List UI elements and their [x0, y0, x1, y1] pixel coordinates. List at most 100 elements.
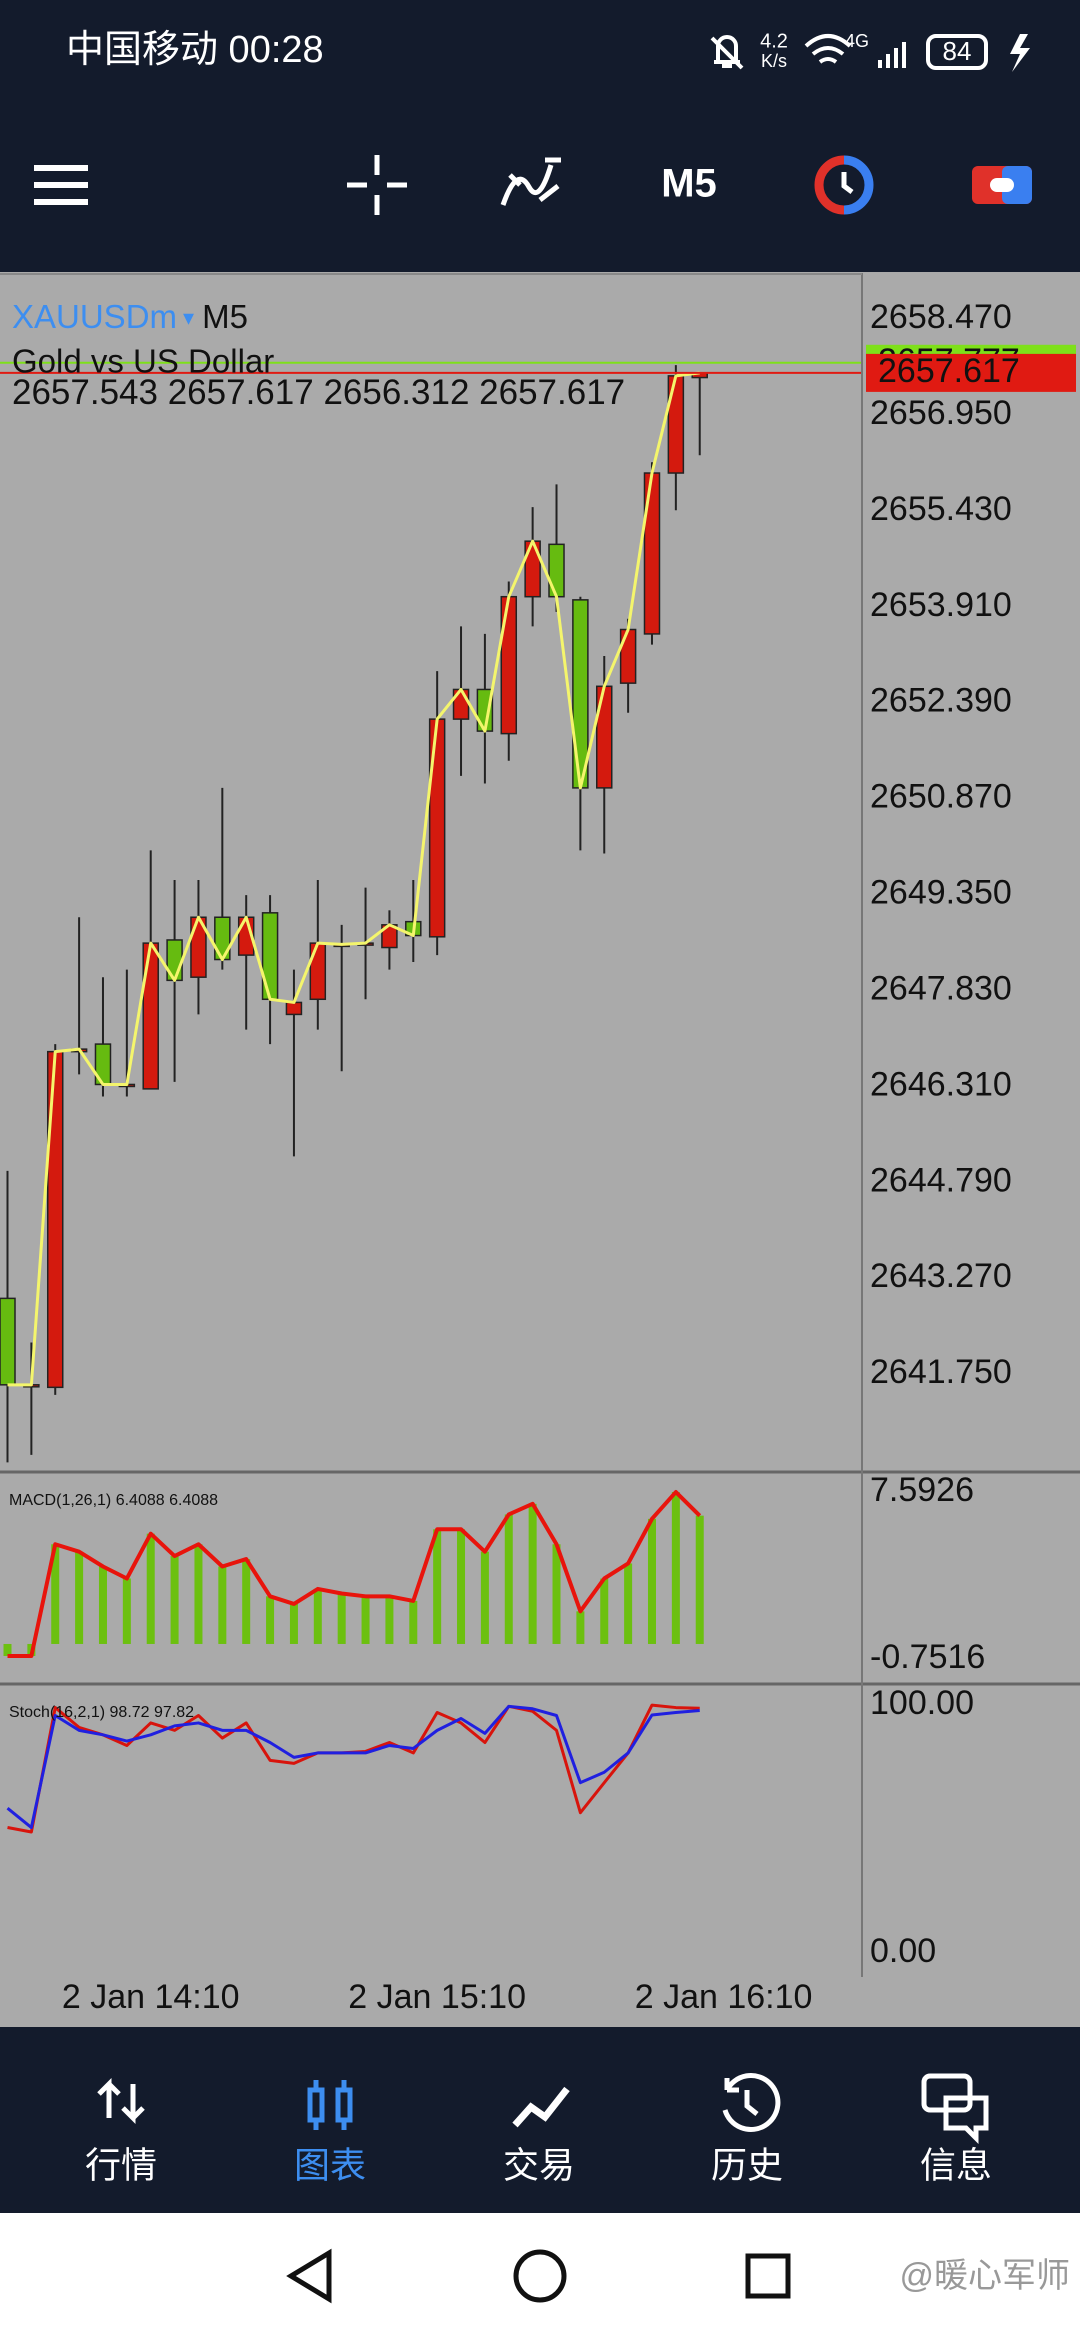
- candle-body: [46, 1050, 64, 1389]
- indicator-value: 98.72: [110, 1704, 150, 1721]
- macd-bar: [98, 1566, 107, 1644]
- menu-button[interactable]: [34, 165, 88, 205]
- carrier-time: 中国移动 00:28: [66, 29, 324, 71]
- candle-body: [285, 1001, 303, 1016]
- candle-body: [524, 540, 541, 598]
- macd-bar: [528, 1503, 537, 1644]
- macd-bar: [75, 1551, 84, 1644]
- nav-label[interactable]: 行情: [85, 2145, 157, 2186]
- battery-icon: [926, 34, 988, 70]
- chart-header: XAUUSDm ▾ M5: [12, 298, 248, 335]
- trade-button[interactable]: [972, 166, 1032, 204]
- nav-label[interactable]: 交易: [503, 2145, 575, 2186]
- symbol-description: Gold vs US Dollar: [12, 343, 274, 380]
- close-line: [7, 371, 700, 1387]
- candle-body: [309, 942, 327, 1001]
- macd-bar: [337, 1593, 346, 1644]
- stoch-line: [6, 1704, 700, 1830]
- toolbar: M5: [34, 155, 1032, 215]
- price-labels: 2658.470 2656.950 2655.430 2653.910 2652.390…: [9, 298, 1076, 2016]
- candle-body: [548, 543, 565, 598]
- macd-bar: [122, 1578, 131, 1644]
- y-tick-label: 2646.310: [870, 1065, 1012, 1103]
- header-timeframe: M5: [202, 298, 248, 335]
- indicator-value: 97.82: [154, 1704, 194, 1721]
- symbol-dropdown[interactable]: ▾: [183, 305, 194, 330]
- candle-body: [0, 1297, 16, 1386]
- candle-body: [596, 685, 613, 789]
- macd-bar: [504, 1514, 513, 1644]
- candle-body: [619, 628, 637, 684]
- speed-unit: K/s: [761, 51, 787, 71]
- macd-bar: [3, 1643, 12, 1656]
- indicator-value: 6.4088: [116, 1492, 165, 1509]
- y-tick-label: 2652.390: [870, 682, 1012, 720]
- charge-icon: [1010, 34, 1030, 72]
- bell-off-icon: [710, 35, 744, 70]
- recents-button[interactable]: [745, 2253, 791, 2299]
- macd-bar: [194, 1544, 203, 1644]
- macd-bar: [51, 1544, 60, 1644]
- ohlc-readout: 2657.543 2657.617 2656.312 2657.617: [12, 373, 625, 412]
- macd-bar: [480, 1551, 489, 1644]
- y-tick-label: 2643.270: [870, 1257, 1012, 1295]
- candle-body: [142, 942, 159, 1090]
- macd-bar: [289, 1603, 298, 1644]
- bid-label-box: [866, 353, 1076, 392]
- system-nav: [0, 2213, 1080, 2340]
- battery-level: 84: [943, 36, 972, 66]
- back-button[interactable]: [286, 2248, 332, 2304]
- indicator-name: Stoch(16,2,1): [9, 1704, 105, 1721]
- messages-icon[interactable]: [921, 2073, 989, 2145]
- last-low: 2656.312: [323, 373, 469, 412]
- candle-body: [500, 595, 518, 735]
- y-tick-label: 2655.430: [870, 490, 1012, 528]
- macd-bar: [361, 1596, 370, 1644]
- nav-icons: [97, 2073, 989, 2145]
- macd-bar: [409, 1600, 418, 1644]
- candle-body: [667, 375, 685, 474]
- y-tick-label: 2653.910: [870, 586, 1012, 624]
- indicator-name: MACD(1,26,1): [9, 1492, 111, 1509]
- y-tick-label: 2656.950: [870, 394, 1012, 432]
- bid-label: 2657.617: [878, 352, 1020, 390]
- y-tick-label: 2649.350: [870, 874, 1012, 912]
- macd-bar: [266, 1596, 275, 1644]
- signal-icon: [878, 42, 906, 68]
- last-open: 2657.543: [12, 373, 158, 412]
- symbol: XAUUSDm: [12, 298, 177, 335]
- macd-bar: [433, 1529, 442, 1644]
- macd-bar: [647, 1518, 656, 1644]
- nav-label[interactable]: 信息: [920, 2145, 992, 2186]
- chart-icon[interactable]: [307, 2080, 353, 2130]
- nav-label[interactable]: 图表: [294, 2145, 366, 2186]
- network: 4G: [845, 31, 869, 51]
- clock-button[interactable]: [814, 155, 874, 215]
- history-icon[interactable]: [722, 2073, 781, 2132]
- y-tick-label: 2650.870: [870, 778, 1012, 816]
- indicator-legend: MACD(1,26,1) 6.4088 6.4088: [9, 1492, 218, 1509]
- y-tick-label: 100.00: [870, 1684, 974, 1722]
- timeframe-button[interactable]: M5: [661, 162, 717, 206]
- crosshair-button[interactable]: [347, 155, 407, 215]
- macd-bar: [242, 1559, 251, 1644]
- y-tick-label: 2658.470: [870, 298, 1012, 336]
- chart-background: [0, 272, 1080, 2027]
- macd-bar: [170, 1556, 179, 1644]
- last-high: 2657.617: [168, 373, 314, 412]
- wifi-icon: [804, 34, 852, 64]
- y-tick-label: 7.5926: [870, 1471, 974, 1509]
- quotes-icon[interactable]: [97, 2077, 145, 2125]
- y-tick-label: 2644.790: [870, 1161, 1012, 1199]
- home-button[interactable]: [513, 2249, 567, 2303]
- trade-icon[interactable]: [512, 2086, 570, 2128]
- system-buttons: [286, 2248, 791, 2304]
- macd-bar: [218, 1566, 227, 1644]
- y-tick-label: 2641.750: [870, 1353, 1012, 1391]
- macd-bar: [576, 1611, 585, 1644]
- macd-bar: [624, 1563, 633, 1644]
- indicators-button[interactable]: [500, 157, 561, 206]
- nav-label[interactable]: 历史: [711, 2145, 783, 2186]
